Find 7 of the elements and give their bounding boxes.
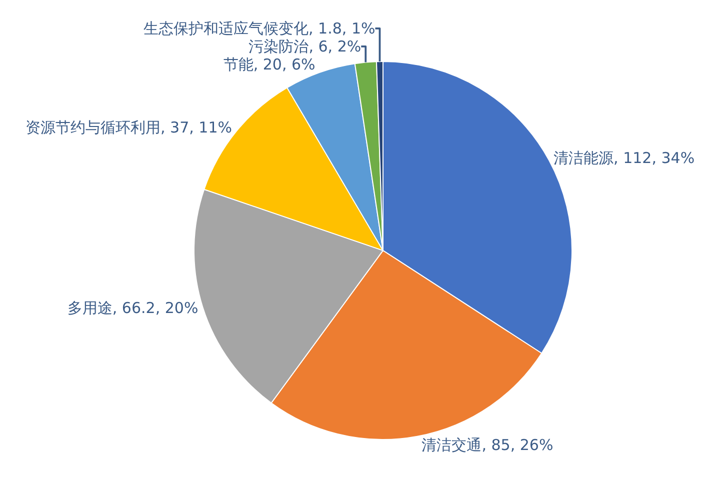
slice-label: 资源节约与循环利用, 37, 11% xyxy=(26,118,232,136)
slice-label: 清洁能源, 112, 34% xyxy=(554,149,695,168)
slice-label: 清洁交通, 85, 26% xyxy=(422,436,554,454)
slice-label: 污染防治, 6, 2% xyxy=(248,37,362,56)
slice-label: 多用途, 66.2, 20% xyxy=(67,298,198,317)
slice-label: 节能, 20, 6% xyxy=(223,55,316,74)
slice-label: 生态保护和适应气候变化, 1.8, 1% xyxy=(144,19,376,38)
